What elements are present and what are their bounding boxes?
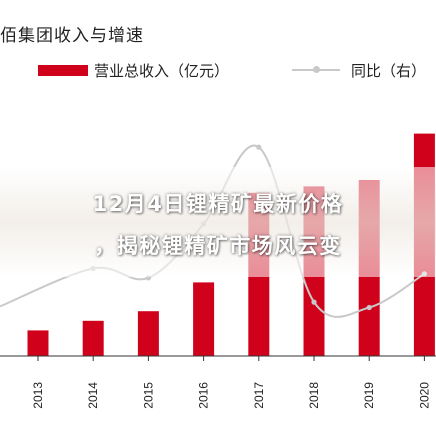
- overlay-headline-line-2: ，揭秘锂精矿市场风云变: [94, 234, 342, 258]
- bar-2016: [193, 282, 215, 356]
- growth-point-2018: [311, 299, 317, 305]
- legend: 营业总收入（亿元） 同比（右）: [38, 58, 436, 84]
- x-tick-label-2018: 2018: [307, 382, 321, 409]
- growth-point-2019: [366, 304, 372, 311]
- overlay-headline-line-1: 12月4日锂精矿最新价格: [92, 192, 344, 216]
- chart-title: 佰集团收入与增速: [0, 26, 144, 46]
- x-tick-label-2020: 2020: [417, 382, 431, 409]
- bar-2013: [27, 330, 49, 356]
- legend-line-dot: [313, 66, 320, 73]
- bar-2014: [82, 320, 104, 356]
- x-tick-label-2017: 2017: [252, 382, 266, 409]
- x-tick-label-2016: 2016: [197, 382, 211, 409]
- bar-2015: [137, 311, 159, 356]
- legend-line-label: 同比（右）: [351, 62, 427, 80]
- x-tick-label-2014: 2014: [86, 382, 100, 409]
- legend-bar-label: 营业总收入（亿元）: [94, 62, 230, 80]
- x-tick-label-2019: 2019: [362, 382, 376, 409]
- growth-point-2017: [256, 144, 262, 150]
- legend-bar-swatch: [38, 65, 88, 76]
- overlay-banner: [0, 167, 436, 277]
- x-tick-label-2013: 2013: [31, 382, 45, 409]
- x-tick-label-2015: 2015: [141, 382, 155, 409]
